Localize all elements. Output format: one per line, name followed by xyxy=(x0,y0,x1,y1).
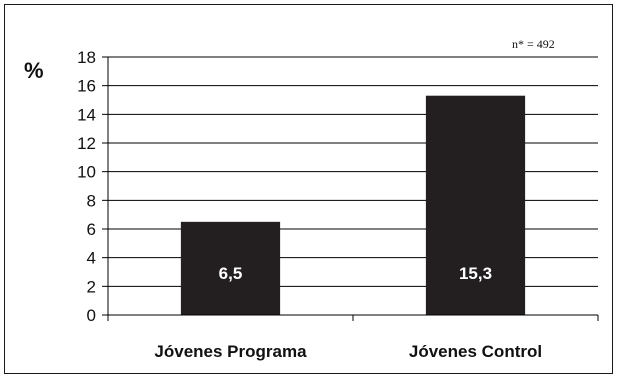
labels: % n* = 492 0 2 4 6 8 10 12 14 16 18 6,5 Jóvenes Pro… xyxy=(24,37,555,361)
y-tick-label: 16 xyxy=(77,77,96,96)
y-tick-label: 6 xyxy=(87,220,96,239)
data-label: 15,3 xyxy=(459,264,492,283)
y-tick-label: 10 xyxy=(77,163,96,182)
y-tick-label: 12 xyxy=(77,134,96,153)
y-tick-label: 8 xyxy=(87,191,96,210)
data-label: 6,5 xyxy=(219,264,243,283)
bar-1 xyxy=(180,221,281,315)
sample-size-note: n* = 492 xyxy=(512,37,555,51)
y-tick-label: 2 xyxy=(87,277,96,296)
y-axis-unit-label: % xyxy=(24,58,44,83)
y-tick-label: 18 xyxy=(77,48,96,67)
bars xyxy=(180,95,526,315)
y-tick-label: 0 xyxy=(87,306,96,325)
category-label: Jóvenes Control xyxy=(409,342,542,361)
category-label: Jóvenes Programa xyxy=(154,342,307,361)
y-tick-label: 14 xyxy=(77,105,96,124)
axes xyxy=(102,56,599,321)
y-tick-label: 4 xyxy=(87,249,96,268)
bar-2 xyxy=(425,95,526,315)
